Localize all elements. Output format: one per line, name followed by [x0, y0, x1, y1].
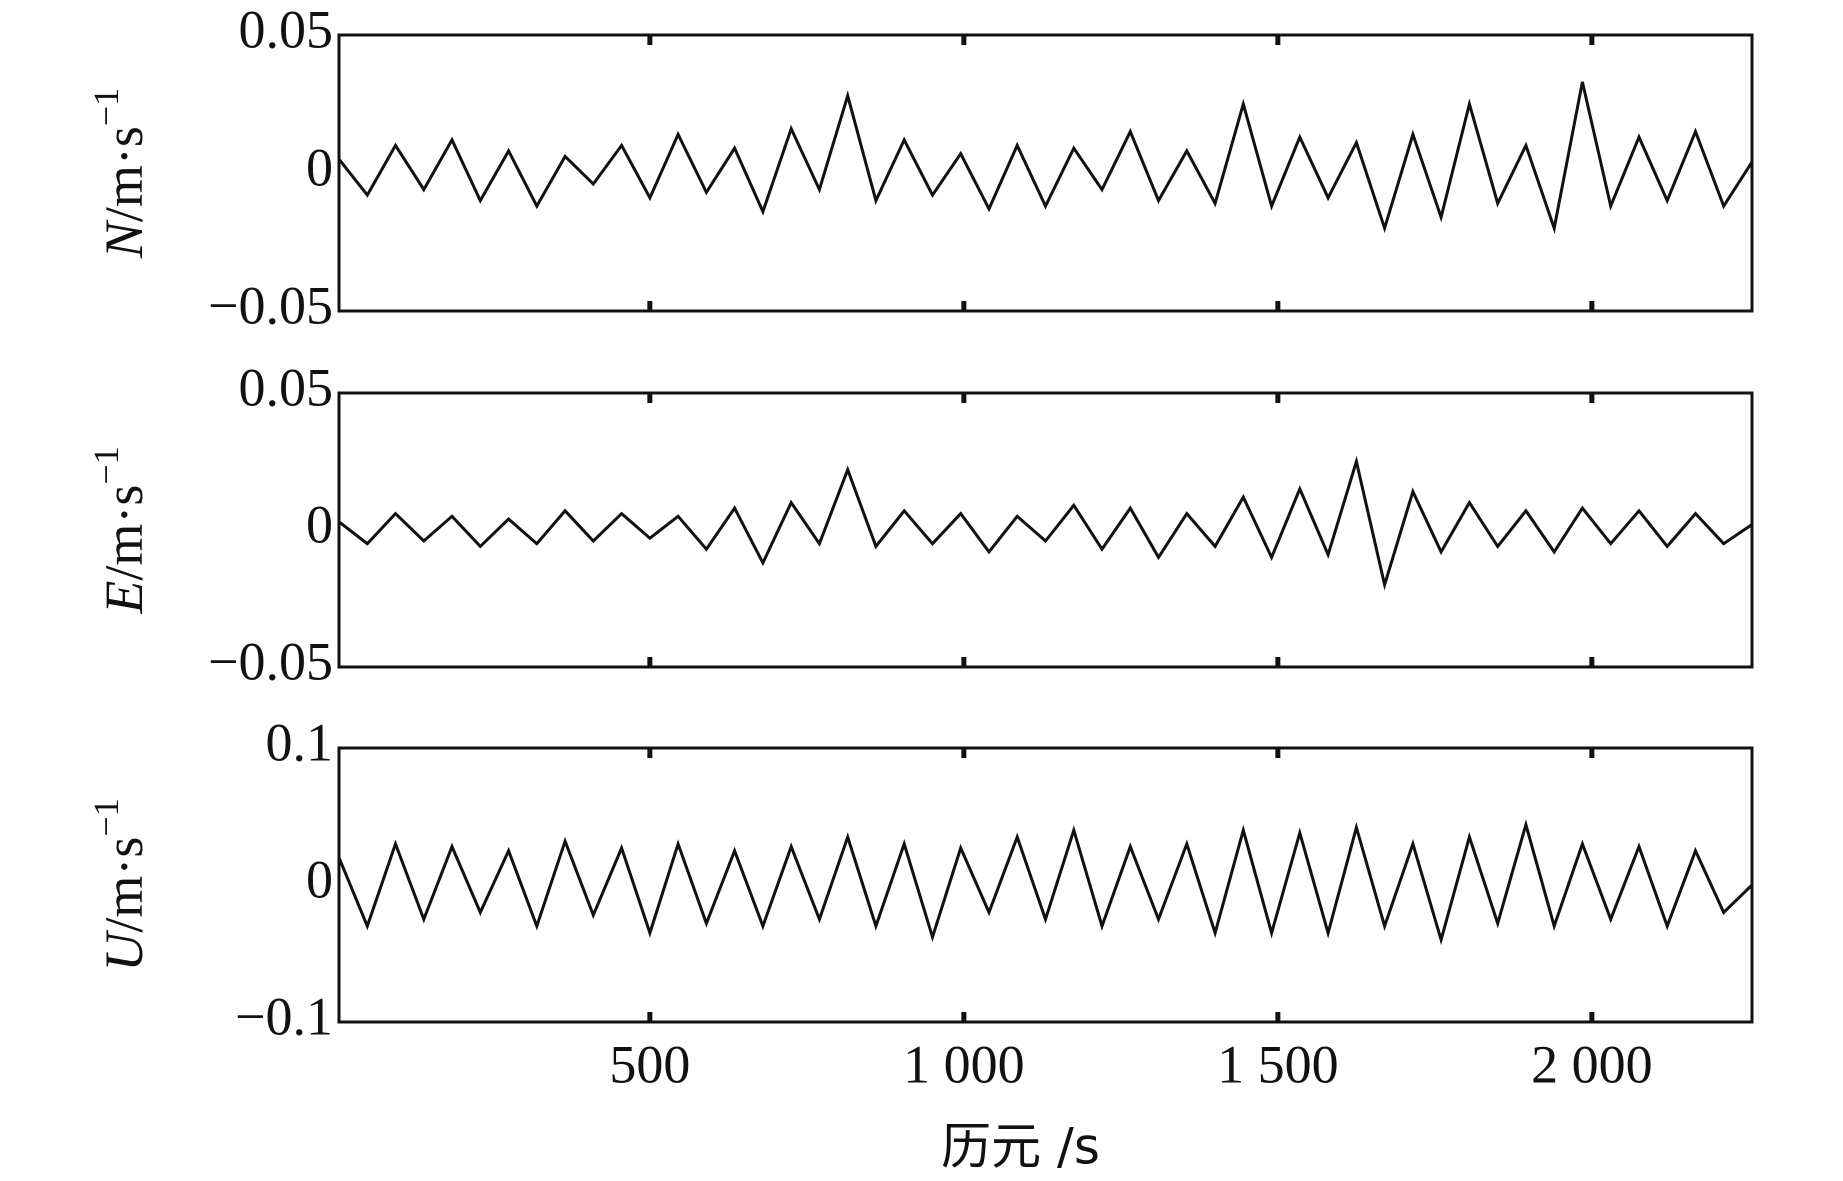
y-label-variable: E	[94, 581, 154, 615]
y-label-exponent: −1	[86, 798, 126, 836]
y-axis-label: N/m·s−1	[86, 88, 154, 259]
y-tick-label: 0.05	[239, 0, 334, 59]
y-label-variable: U	[94, 930, 154, 972]
y-label-exponent: −1	[86, 88, 126, 126]
y-tick-label: −0.1	[235, 986, 333, 1046]
y-tick-label: 0	[306, 494, 333, 554]
y-tick-label: 0	[306, 137, 333, 197]
y-axis-label: U/m·s−1	[86, 798, 154, 971]
x-tick-label: 2 000	[1531, 1034, 1653, 1094]
x-tick-label: 500	[609, 1034, 690, 1094]
x-axis-label: 历元 /s	[941, 1118, 1100, 1176]
y-tick-label: −0.05	[208, 631, 333, 691]
x-tick-label: 1 500	[1217, 1034, 1339, 1094]
y-tick-label: 0.05	[239, 357, 334, 417]
y-tick-label: −0.05	[208, 275, 333, 335]
y-label-unit: /m·s	[94, 126, 154, 222]
plot-frame	[337, 391, 1754, 669]
x-tick-label: 1 000	[903, 1034, 1025, 1094]
y-label-variable: N	[94, 219, 154, 259]
y-label-unit: /m·s	[94, 485, 154, 581]
y-tick-label: 0	[306, 849, 333, 909]
data-line	[338, 455, 1753, 591]
data-line	[337, 81, 1754, 235]
y-label-exponent: −1	[86, 446, 126, 484]
y-label-unit: /m·s	[94, 837, 154, 933]
y-axis-label: E/m·s−1	[86, 446, 154, 614]
y-tick-label: 0.1	[266, 712, 334, 772]
data-line	[337, 819, 1754, 946]
plot-frame	[337, 33, 1754, 313]
